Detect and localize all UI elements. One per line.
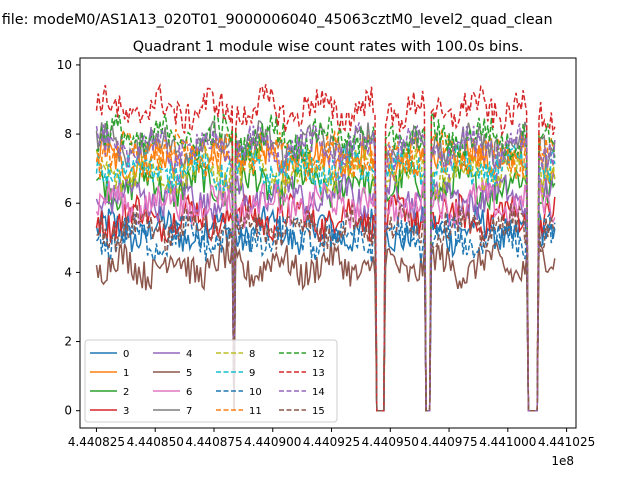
- series-line-3: [95, 191, 556, 412]
- x-tick-label: 4.440850: [127, 435, 184, 449]
- x-offset-label: 1e8: [551, 454, 574, 468]
- figure-suptitle: n file: modeM0/AS1A13_020T01_9000006040_…: [0, 12, 553, 28]
- series-line-14: [95, 122, 556, 412]
- legend-label: 4: [186, 349, 192, 360]
- legend-label: 6: [186, 387, 192, 398]
- series-line-9: [95, 142, 556, 412]
- legend-label: 12: [312, 349, 325, 360]
- y-tick-label: 2: [64, 335, 72, 349]
- legend-box: [84, 339, 338, 423]
- legend-label: 11: [249, 406, 262, 417]
- series-line-5: [95, 239, 556, 412]
- x-tick-label: 4.440975: [420, 435, 477, 449]
- x-axis: 4.440825 4.440850 4.440875 4.440900 4.440925…: [68, 428, 595, 449]
- y-tick-label: 4: [64, 265, 72, 279]
- axes-frame: [79, 57, 577, 429]
- legend-label: 13: [312, 368, 325, 379]
- x-tick-label: 4.441000: [479, 435, 536, 449]
- legend-label: 7: [186, 406, 192, 417]
- legend-label: 5: [186, 368, 192, 379]
- legend-label: 14: [312, 387, 325, 398]
- x-tick-label: 4.440875: [185, 435, 242, 449]
- x-tick-label: 4.440825: [68, 435, 125, 449]
- legend-label: 0: [123, 349, 129, 360]
- x-tick-label: 4.440925: [303, 435, 360, 449]
- legend-label: 10: [249, 387, 262, 398]
- series-line-6: [95, 179, 556, 412]
- legend-label: 2: [123, 387, 129, 398]
- legend-label: 9: [249, 368, 255, 379]
- x-tick-label: 4.440950: [362, 435, 419, 449]
- chart-title: Quadrant 1 module wise count rates with …: [133, 39, 524, 55]
- series-line-10: [95, 211, 556, 412]
- legend-label: 8: [249, 349, 255, 360]
- x-tick-label: 4.440900: [244, 435, 301, 449]
- y-tick-label: 8: [64, 127, 72, 141]
- legend-label: 3: [123, 406, 129, 417]
- series-line-13: [95, 82, 556, 412]
- y-tick-label: 6: [64, 196, 72, 210]
- y-axis: 0 2 4 6 8 10: [57, 58, 80, 418]
- y-tick-label: 10: [57, 58, 72, 72]
- y-tick-label: 0: [64, 404, 72, 418]
- legend-label: 1: [123, 368, 129, 379]
- series-layer: [95, 82, 556, 412]
- series-line-15: [96, 203, 556, 412]
- legend-label: 15: [312, 406, 325, 417]
- x-tick-label: 4.441025: [538, 435, 595, 449]
